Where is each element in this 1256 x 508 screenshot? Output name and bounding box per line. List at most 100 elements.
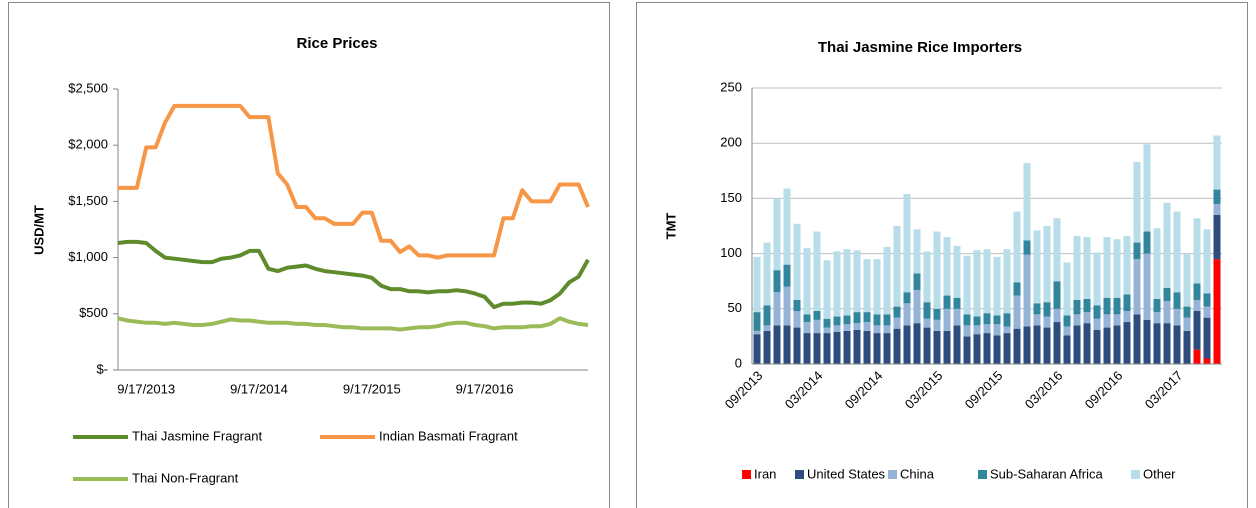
bar-segment [1083, 312, 1091, 324]
bar-segment [1093, 329, 1101, 364]
bar-segment [893, 226, 901, 307]
bar-segment [1153, 298, 1161, 313]
bar-segment [1123, 235, 1131, 295]
bar-segment [933, 319, 941, 331]
legend-label: China [900, 466, 935, 481]
bar-segment [1183, 317, 1191, 331]
bar-segment [773, 325, 781, 364]
bar-segment [883, 333, 891, 364]
bar-segment [1153, 323, 1161, 364]
bar-segment [943, 237, 951, 296]
bar-segment [1083, 323, 1091, 364]
bar-segment [913, 290, 921, 324]
bar-segment [953, 325, 961, 364]
bar-segment [1023, 163, 1031, 241]
bar-segment [753, 312, 761, 331]
y-axis-title: TMT [663, 213, 678, 240]
bar-segment [1203, 306, 1211, 318]
bar-segment [983, 324, 991, 334]
bar-segment [933, 330, 941, 364]
bar-segment [1063, 262, 1071, 316]
bar-segment [1173, 292, 1181, 309]
bar-segment [1143, 253, 1151, 320]
legend-label: Thai Non-Fragrant [132, 470, 239, 485]
bar-segment [1093, 305, 1101, 319]
bar-segment [1163, 301, 1171, 324]
bar-segment [973, 250, 981, 317]
bar-segment [1103, 297, 1111, 315]
bar-segment [963, 325, 971, 337]
bar-segment [1133, 242, 1141, 260]
bar-segment [1063, 326, 1071, 336]
bar-segment [823, 333, 831, 364]
bar-segment [1033, 325, 1041, 364]
chart-title: Thai Jasmine Rice Importers [818, 39, 1022, 56]
bar-segment [833, 331, 841, 364]
bar-segment [903, 303, 911, 326]
x-tick-label: 9/17/2013 [117, 381, 175, 396]
bar-segment [1213, 259, 1221, 364]
bar-segment [783, 188, 791, 265]
bar-segment [943, 295, 951, 309]
bar-segment [1133, 161, 1141, 243]
bar-segment [1183, 330, 1191, 364]
bar-segment [1193, 283, 1201, 300]
bar-segment [1033, 314, 1041, 326]
bar-segment [953, 308, 961, 326]
bar-segment [973, 325, 981, 335]
bar-segment [1163, 202, 1171, 288]
y-tick-label: $1,000 [68, 249, 108, 264]
bar-segment [813, 311, 821, 320]
bar-segment [963, 336, 971, 364]
bar-segment [933, 308, 941, 320]
bar-segment [853, 329, 861, 364]
x-tick-label: 9/17/2015 [343, 381, 401, 396]
bar-segment [983, 313, 991, 325]
bar-segment [1043, 327, 1051, 364]
bar-segment [1203, 358, 1211, 364]
bar-segment [1103, 327, 1111, 364]
bar-segment [883, 325, 891, 334]
bar-segment [1183, 306, 1191, 318]
bar-segment [883, 314, 891, 326]
bar-segment [1003, 313, 1011, 327]
bar-segment [1033, 303, 1041, 315]
legend-label: Iran [754, 466, 776, 481]
bar-segment [763, 242, 771, 306]
bar-segment [1173, 211, 1181, 293]
bar-segment [1193, 349, 1201, 364]
bar-segment [873, 325, 881, 334]
bar-segment [1203, 317, 1211, 359]
bar-segment [1213, 135, 1221, 190]
bar-segment [1043, 316, 1051, 328]
bar-segment [1123, 311, 1131, 323]
bar-segment [803, 322, 811, 334]
bar-segment [803, 314, 811, 323]
bar-segment [1023, 326, 1031, 364]
bar-segment [913, 273, 921, 291]
bar-segment [1143, 231, 1151, 254]
bar-segment [1113, 297, 1121, 315]
x-tick-label: 9/17/2016 [456, 381, 514, 396]
bar-segment [1003, 326, 1011, 334]
chart-title: Rice Prices [297, 35, 378, 52]
bar-segment [873, 333, 881, 364]
x-tick-label: 9/17/2014 [230, 381, 288, 396]
legend-swatch [795, 470, 804, 479]
bar-segment [853, 250, 861, 313]
bar-segment [1203, 293, 1211, 307]
bar-segment [1113, 325, 1121, 364]
bar-segment [783, 286, 791, 326]
legend-swatch [1131, 470, 1140, 479]
bar-segment [993, 335, 1001, 364]
bar-segment [1073, 314, 1081, 326]
panel-border [8, 2, 610, 508]
bar-segment [873, 314, 881, 326]
legend-swatch [978, 470, 987, 479]
bar-segment [863, 322, 871, 331]
bar-segment [1093, 318, 1101, 330]
bar-segment [953, 245, 961, 298]
bar-segment [1053, 322, 1061, 364]
bar-segment [1133, 314, 1141, 364]
